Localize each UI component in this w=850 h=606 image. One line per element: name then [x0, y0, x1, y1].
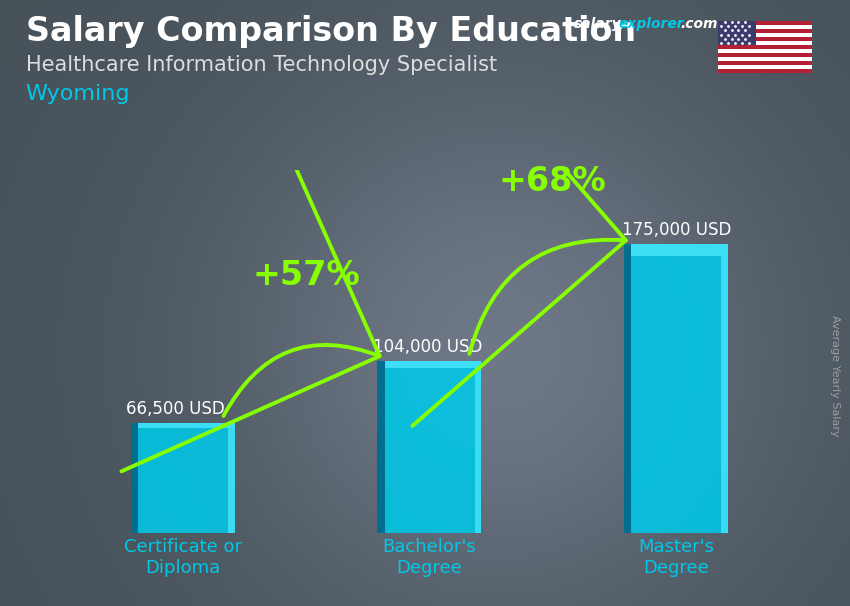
Text: 104,000 USD: 104,000 USD	[372, 338, 482, 356]
Bar	[718, 68, 812, 73]
Bar	[718, 61, 812, 65]
Bar	[632, 244, 728, 256]
Text: 66,500 USD: 66,500 USD	[126, 401, 224, 418]
Bar	[718, 21, 812, 25]
Bar	[624, 244, 728, 533]
Bar	[475, 361, 481, 533]
Bar	[229, 424, 235, 533]
Text: Average Yearly Salary: Average Yearly Salary	[830, 315, 840, 436]
Bar	[718, 53, 812, 57]
Text: +57%: +57%	[252, 259, 360, 292]
Bar	[131, 424, 139, 533]
FancyArrowPatch shape	[122, 98, 380, 471]
Text: 175,000 USD: 175,000 USD	[621, 221, 731, 239]
Bar	[377, 361, 481, 533]
Bar	[718, 29, 812, 33]
Bar	[718, 45, 812, 49]
Bar	[131, 424, 235, 533]
Bar	[718, 37, 812, 41]
Bar	[718, 25, 812, 29]
Bar	[385, 361, 481, 368]
Bar	[377, 361, 385, 533]
Bar	[722, 244, 728, 533]
Text: .com: .com	[680, 17, 717, 31]
Text: Salary Comparison By Education: Salary Comparison By Education	[26, 15, 636, 48]
Bar	[624, 244, 632, 533]
Bar	[718, 65, 812, 68]
Text: salary: salary	[574, 17, 621, 31]
Text: +68%: +68%	[499, 165, 606, 198]
Bar	[718, 33, 812, 37]
Bar	[718, 49, 812, 53]
Bar	[718, 21, 756, 45]
Text: Wyoming: Wyoming	[26, 84, 130, 104]
Bar	[718, 57, 812, 61]
FancyArrowPatch shape	[412, 27, 626, 426]
Text: explorer: explorer	[619, 17, 684, 31]
Bar	[718, 41, 812, 45]
Text: Healthcare Information Technology Specialist: Healthcare Information Technology Specia…	[26, 55, 496, 75]
Bar	[139, 424, 235, 428]
